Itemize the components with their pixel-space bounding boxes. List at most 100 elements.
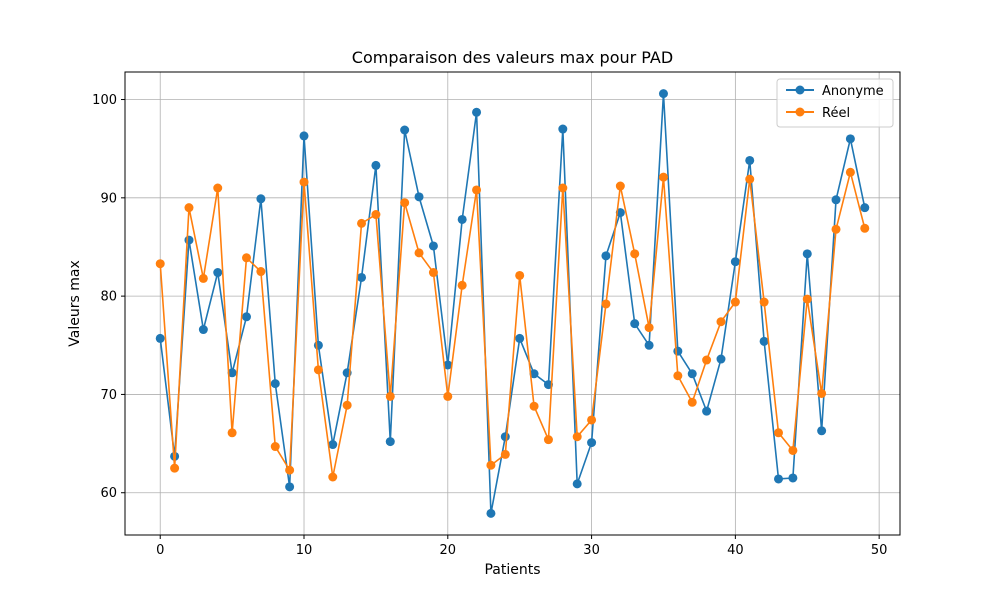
data-point-reel xyxy=(687,397,697,407)
data-point-reel xyxy=(227,428,237,438)
data-point-anonyme xyxy=(515,333,525,343)
data-point-reel xyxy=(702,355,712,365)
data-point-anonyme xyxy=(313,340,323,350)
data-point-anonyme xyxy=(155,333,165,343)
legend: Anonyme Réel xyxy=(776,78,894,128)
data-point-anonyme xyxy=(198,325,208,335)
data-point-anonyme xyxy=(673,346,683,356)
data-point-reel xyxy=(242,253,251,263)
data-point-reel xyxy=(270,442,280,452)
data-point-anonyme xyxy=(644,340,654,350)
x-tick-label: 20 xyxy=(440,543,457,558)
legend-label-reel: Réel xyxy=(822,106,850,121)
legend-label-anonyme: Anonyme xyxy=(822,84,884,99)
data-point-reel xyxy=(500,449,510,459)
data-point-anonyme xyxy=(716,354,726,364)
data-point-reel xyxy=(572,432,582,442)
data-point-reel xyxy=(860,223,870,233)
data-point-reel xyxy=(601,299,611,309)
data-point-anonyme xyxy=(831,195,841,205)
data-point-reel xyxy=(817,388,827,398)
data-point-anonyme xyxy=(702,406,712,416)
data-point-reel xyxy=(357,218,367,228)
data-point-reel xyxy=(342,400,352,410)
data-point-reel xyxy=(730,297,740,307)
data-point-anonyme xyxy=(227,368,237,378)
data-point-anonyme xyxy=(385,437,395,447)
data-point-anonyme xyxy=(774,474,783,484)
data-point-reel xyxy=(285,465,295,475)
data-point-reel xyxy=(515,270,525,280)
data-point-anonyme xyxy=(414,192,424,202)
data-point-reel xyxy=(543,435,553,445)
y-tick-label: 60 xyxy=(100,486,117,501)
data-point-reel xyxy=(774,428,783,438)
x-axis-label: Patients xyxy=(484,562,540,578)
data-point-reel xyxy=(759,297,769,307)
data-point-anonyme xyxy=(486,508,496,518)
x-tick-label: 30 xyxy=(583,543,600,558)
data-point-anonyme xyxy=(328,440,338,450)
data-point-anonyme xyxy=(270,379,280,389)
y-axis-label: Valeurs max xyxy=(67,260,83,346)
data-point-anonyme xyxy=(500,432,510,442)
data-point-anonyme xyxy=(457,214,467,224)
data-point-reel xyxy=(529,401,539,411)
data-point-anonyme xyxy=(817,426,827,436)
data-point-anonyme xyxy=(242,312,251,322)
data-point-anonyme xyxy=(745,155,755,165)
data-point-anonyme xyxy=(658,89,668,99)
data-point-reel xyxy=(328,472,338,482)
y-tick-label: 80 xyxy=(100,290,117,305)
data-point-anonyme xyxy=(357,272,367,282)
data-point-reel xyxy=(486,460,496,470)
data-point-reel xyxy=(745,174,755,184)
data-point-anonyme xyxy=(687,369,697,379)
data-point-anonyme xyxy=(572,479,582,489)
data-point-anonyme xyxy=(601,251,611,261)
data-point-reel xyxy=(558,183,568,193)
legend-marker-reel xyxy=(795,107,805,117)
data-point-reel xyxy=(170,463,180,473)
data-point-anonyme xyxy=(428,241,438,251)
data-point-reel xyxy=(630,249,640,259)
data-point-reel xyxy=(673,371,683,381)
series-line-reel xyxy=(159,171,866,478)
x-tick-label: 50 xyxy=(871,543,888,558)
data-point-anonyme xyxy=(730,257,740,267)
x-tick-label: 10 xyxy=(296,543,313,558)
y-tick-label: 100 xyxy=(92,93,117,108)
data-point-reel xyxy=(213,183,223,193)
data-point-reel xyxy=(198,273,208,283)
data-point-reel xyxy=(845,167,855,177)
y-tick-label: 90 xyxy=(100,191,117,206)
data-point-anonyme xyxy=(802,249,812,259)
data-point-anonyme xyxy=(472,107,482,117)
data-point-anonyme xyxy=(299,131,309,141)
data-point-reel xyxy=(443,391,453,401)
data-point-anonyme xyxy=(443,360,453,370)
data-point-reel xyxy=(658,172,668,182)
data-point-anonyme xyxy=(184,235,194,245)
axes: 0 10 20 30 40 50 60 70 80 90 100 xyxy=(92,93,887,558)
data-point-reel xyxy=(371,210,381,220)
data-point-reel xyxy=(716,317,726,327)
data-point-reel xyxy=(184,203,194,213)
data-point-reel xyxy=(155,259,165,269)
data-point-anonyme xyxy=(213,268,223,278)
data-point-reel xyxy=(256,267,266,277)
data-point-anonyme xyxy=(759,336,769,346)
data-point-anonyme xyxy=(630,319,640,329)
data-point-anonyme xyxy=(256,194,266,204)
data-point-anonyme xyxy=(400,125,410,135)
data-point-reel xyxy=(414,248,424,258)
data-point-reel xyxy=(788,445,798,455)
data-point-reel xyxy=(313,365,323,375)
data-point-reel xyxy=(472,185,482,195)
data-point-anonyme xyxy=(529,369,539,379)
data-point-reel xyxy=(299,177,309,187)
legend-marker-anonyme xyxy=(795,85,805,95)
data-point-anonyme xyxy=(845,134,855,144)
chart-title: Comparaison des valeurs max pour PAD xyxy=(352,48,673,67)
